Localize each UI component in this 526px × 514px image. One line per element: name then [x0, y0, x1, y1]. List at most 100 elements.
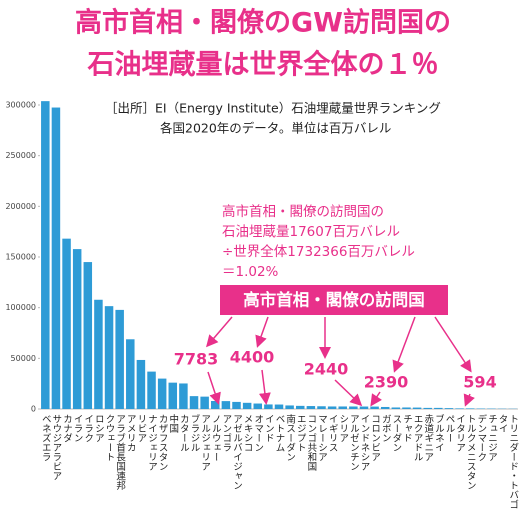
bar: [168, 382, 178, 409]
chart-subtitle: 石油埋蔵量は世界全体の１％: [87, 49, 439, 81]
highlight-box: [220, 285, 448, 315]
x-tick-label: チュニジア: [486, 414, 498, 462]
x-tick-label: トルクメニスタン: [465, 414, 477, 490]
bar: [200, 396, 209, 409]
x-tick-label: カザフスタン: [157, 414, 169, 471]
y-tick-label: 300000: [5, 101, 36, 110]
x-tick-label: イラク: [82, 414, 94, 443]
bar: [465, 408, 475, 409]
x-tick-label: アルゼンチン: [348, 414, 360, 471]
annotation: 2440: [304, 360, 349, 379]
bar: [434, 407, 443, 409]
bar: [402, 407, 411, 409]
bar: [295, 405, 305, 409]
bar: [51, 107, 61, 410]
bar: [189, 396, 199, 409]
bar: [62, 238, 71, 409]
note: ÷世界全体1732366百万バレル: [222, 243, 415, 260]
x-tick-label: タイ: [497, 414, 509, 433]
y-tick-label: 150000: [5, 253, 36, 262]
bar: [211, 400, 220, 409]
x-tick-label: アラブ首長国連邦: [114, 414, 126, 491]
highlight-text: 高市首相・閣僚の訪問国: [243, 290, 425, 310]
x-tick-label: ブラジル: [189, 413, 201, 452]
bar: [136, 359, 146, 409]
x-tick-label: シリア: [337, 414, 348, 443]
x-tick-label: ベネズエラ: [40, 414, 52, 462]
x-tick-label: アルジェリア: [199, 414, 211, 471]
bar: [317, 406, 326, 409]
bar: [221, 401, 231, 409]
y-tick-label: 50000: [11, 354, 36, 363]
x-tick-label: ノルウェー: [210, 414, 222, 462]
x-tick-label: イラン: [72, 414, 84, 443]
annotation: 4400: [230, 348, 275, 367]
bar: [306, 406, 316, 409]
arrows: [206, 316, 475, 407]
x-tick-label: エジプト: [295, 414, 307, 452]
x-tick-label: アメリカ: [125, 414, 136, 452]
bar: [264, 404, 273, 409]
x-tick-label: オマーン: [252, 414, 264, 452]
x-tick-label: リビア: [135, 414, 146, 443]
bar: [274, 404, 284, 409]
note: 高市首相・閣僚の訪問国の: [222, 203, 384, 220]
bar: [242, 402, 252, 409]
x-tick-label: アゼルバイジャン: [231, 414, 243, 490]
x-tick-label: メキシコ: [242, 414, 253, 452]
x-tick-label: 中国: [167, 413, 179, 434]
y-tick-label: 250000: [5, 151, 36, 160]
bar: [83, 262, 93, 409]
bar: [444, 408, 454, 409]
x-tick-label: カナダ: [61, 414, 73, 443]
x-tick-label: イタリア: [454, 414, 466, 452]
y-tick-label: 0: [31, 405, 36, 414]
note: ＝1.02%: [222, 264, 279, 280]
chart-title: 高市首相・閣僚のGW訪問国の: [75, 7, 451, 39]
bar: [253, 403, 263, 409]
annotation: 7783: [174, 350, 219, 369]
x-tick-label: イギリス: [327, 414, 339, 452]
x-tick-label: トリニダード・トバゴ: [507, 414, 519, 509]
bar: [104, 306, 114, 409]
x-tick-label: ベトナム: [274, 414, 286, 452]
x-tick-label: インド: [263, 414, 275, 443]
annotation: 2390: [364, 373, 409, 392]
x-tick-label: 赤道ギニア: [422, 414, 434, 462]
bar: [391, 407, 401, 409]
y-tick-label: 200000: [5, 202, 36, 211]
bar: [412, 407, 422, 409]
bar: [359, 406, 369, 409]
x-tick-label: エクアドル: [412, 414, 424, 462]
x-tick-label: ロシア: [93, 414, 104, 443]
bar: [157, 378, 167, 409]
source: ［出所］EI（Energy Institute）石油埋蔵量世界ランキング: [105, 101, 441, 116]
x-tick-label: インドネシア: [358, 414, 370, 471]
note: 石油埋蔵量17607百万バレル: [222, 224, 400, 240]
bar: [380, 406, 390, 409]
x-tick-label: ナイジェリア: [146, 414, 158, 471]
bar: [41, 101, 50, 410]
x-tick-label: コンゴ共和国: [305, 414, 317, 472]
bar: [179, 383, 188, 409]
x-tick-label: クウェート: [104, 414, 115, 462]
bar: [338, 406, 347, 409]
bar: [94, 299, 103, 409]
annotation: 594: [463, 373, 496, 392]
x-tick-label: デンマーク: [475, 413, 487, 461]
x-tick-label: ブルネイ: [433, 413, 445, 452]
bar: [232, 401, 241, 409]
bar: [370, 406, 379, 409]
x-tick-label: カタール: [178, 414, 190, 452]
bar: [285, 405, 294, 409]
bar: [349, 406, 358, 409]
x-tick-label: ペルー: [443, 414, 455, 443]
x-tick-label: アンゴラ: [220, 414, 231, 452]
bar: [423, 407, 432, 409]
x-tick-label: サウジアラビア: [50, 414, 62, 481]
x-tick-label: マレーシア: [316, 414, 327, 462]
x-tick-label: コロンビア: [369, 414, 380, 462]
x-tick-label: 南スーダン: [284, 413, 296, 461]
x-tick-label: スーダン: [390, 414, 402, 452]
bar: [115, 309, 124, 409]
